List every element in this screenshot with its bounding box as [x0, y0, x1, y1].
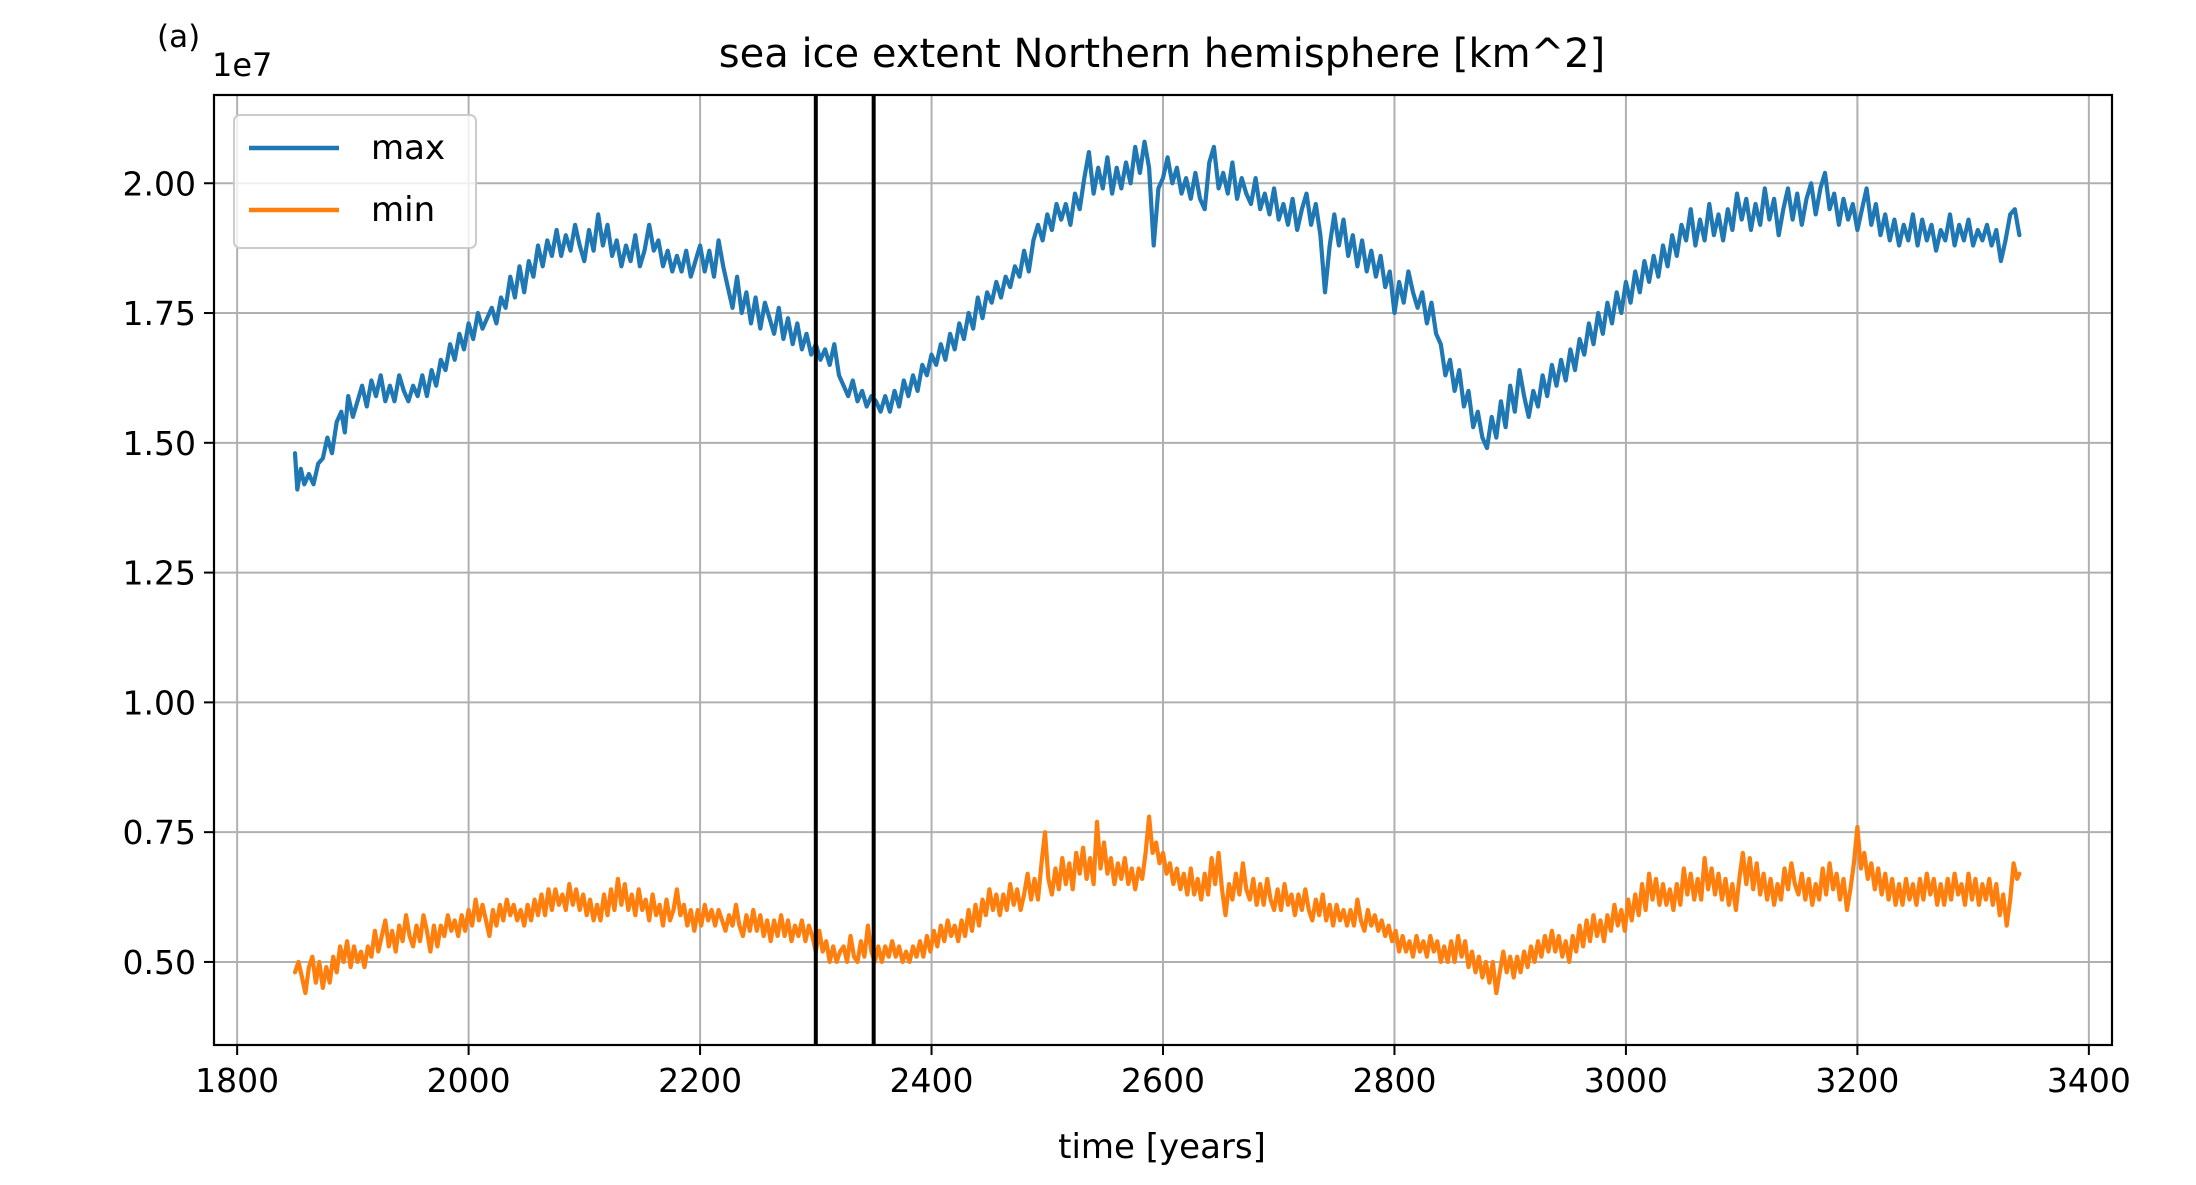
y-tick-label: 1.00 — [123, 683, 196, 722]
y-tick-label: 1.75 — [123, 294, 196, 333]
legend-label-max: max — [371, 128, 445, 168]
y-offset-label: 1e7 — [212, 46, 272, 84]
y-tick-label: 0.50 — [123, 943, 196, 982]
chart-title: sea ice extent Northern hemisphere [km^2… — [719, 31, 1605, 77]
x-tick-label: 1800 — [195, 1061, 279, 1100]
y-tick-label: 1.25 — [123, 554, 196, 593]
x-tick-label: 2200 — [658, 1061, 742, 1100]
y-tick-label: 1.50 — [123, 424, 196, 463]
x-tick-label: 2000 — [427, 1061, 511, 1100]
vertical-marker-lines — [813, 95, 876, 1045]
series-lines — [292, 139, 2022, 996]
series-line-min — [292, 814, 2022, 996]
x-tick-label: 2400 — [890, 1061, 974, 1100]
y-tick-label: 0.75 — [123, 813, 196, 852]
x-tick-label: 3200 — [1815, 1061, 1899, 1100]
panel-label: (a) — [157, 19, 200, 55]
x-axis-label: time [years] — [1058, 1127, 1266, 1167]
series-line-max — [292, 139, 2022, 492]
x-axis-ticks: 1800 2000 2200 2400 2600 2800 3000 3200 3400 — [195, 1045, 2131, 1100]
x-tick-label: 2600 — [1121, 1061, 1205, 1100]
y-tick-label: 2.00 — [123, 164, 196, 203]
legend: max min — [233, 114, 477, 249]
y-axis-ticks: 0.50 0.75 1.00 1.25 1.50 1.75 2.00 — [123, 164, 214, 982]
x-tick-label: 3000 — [1584, 1061, 1668, 1100]
x-tick-label: 3400 — [2047, 1061, 2131, 1100]
legend-label-min: min — [371, 190, 435, 230]
x-tick-label: 2800 — [1352, 1061, 1436, 1100]
